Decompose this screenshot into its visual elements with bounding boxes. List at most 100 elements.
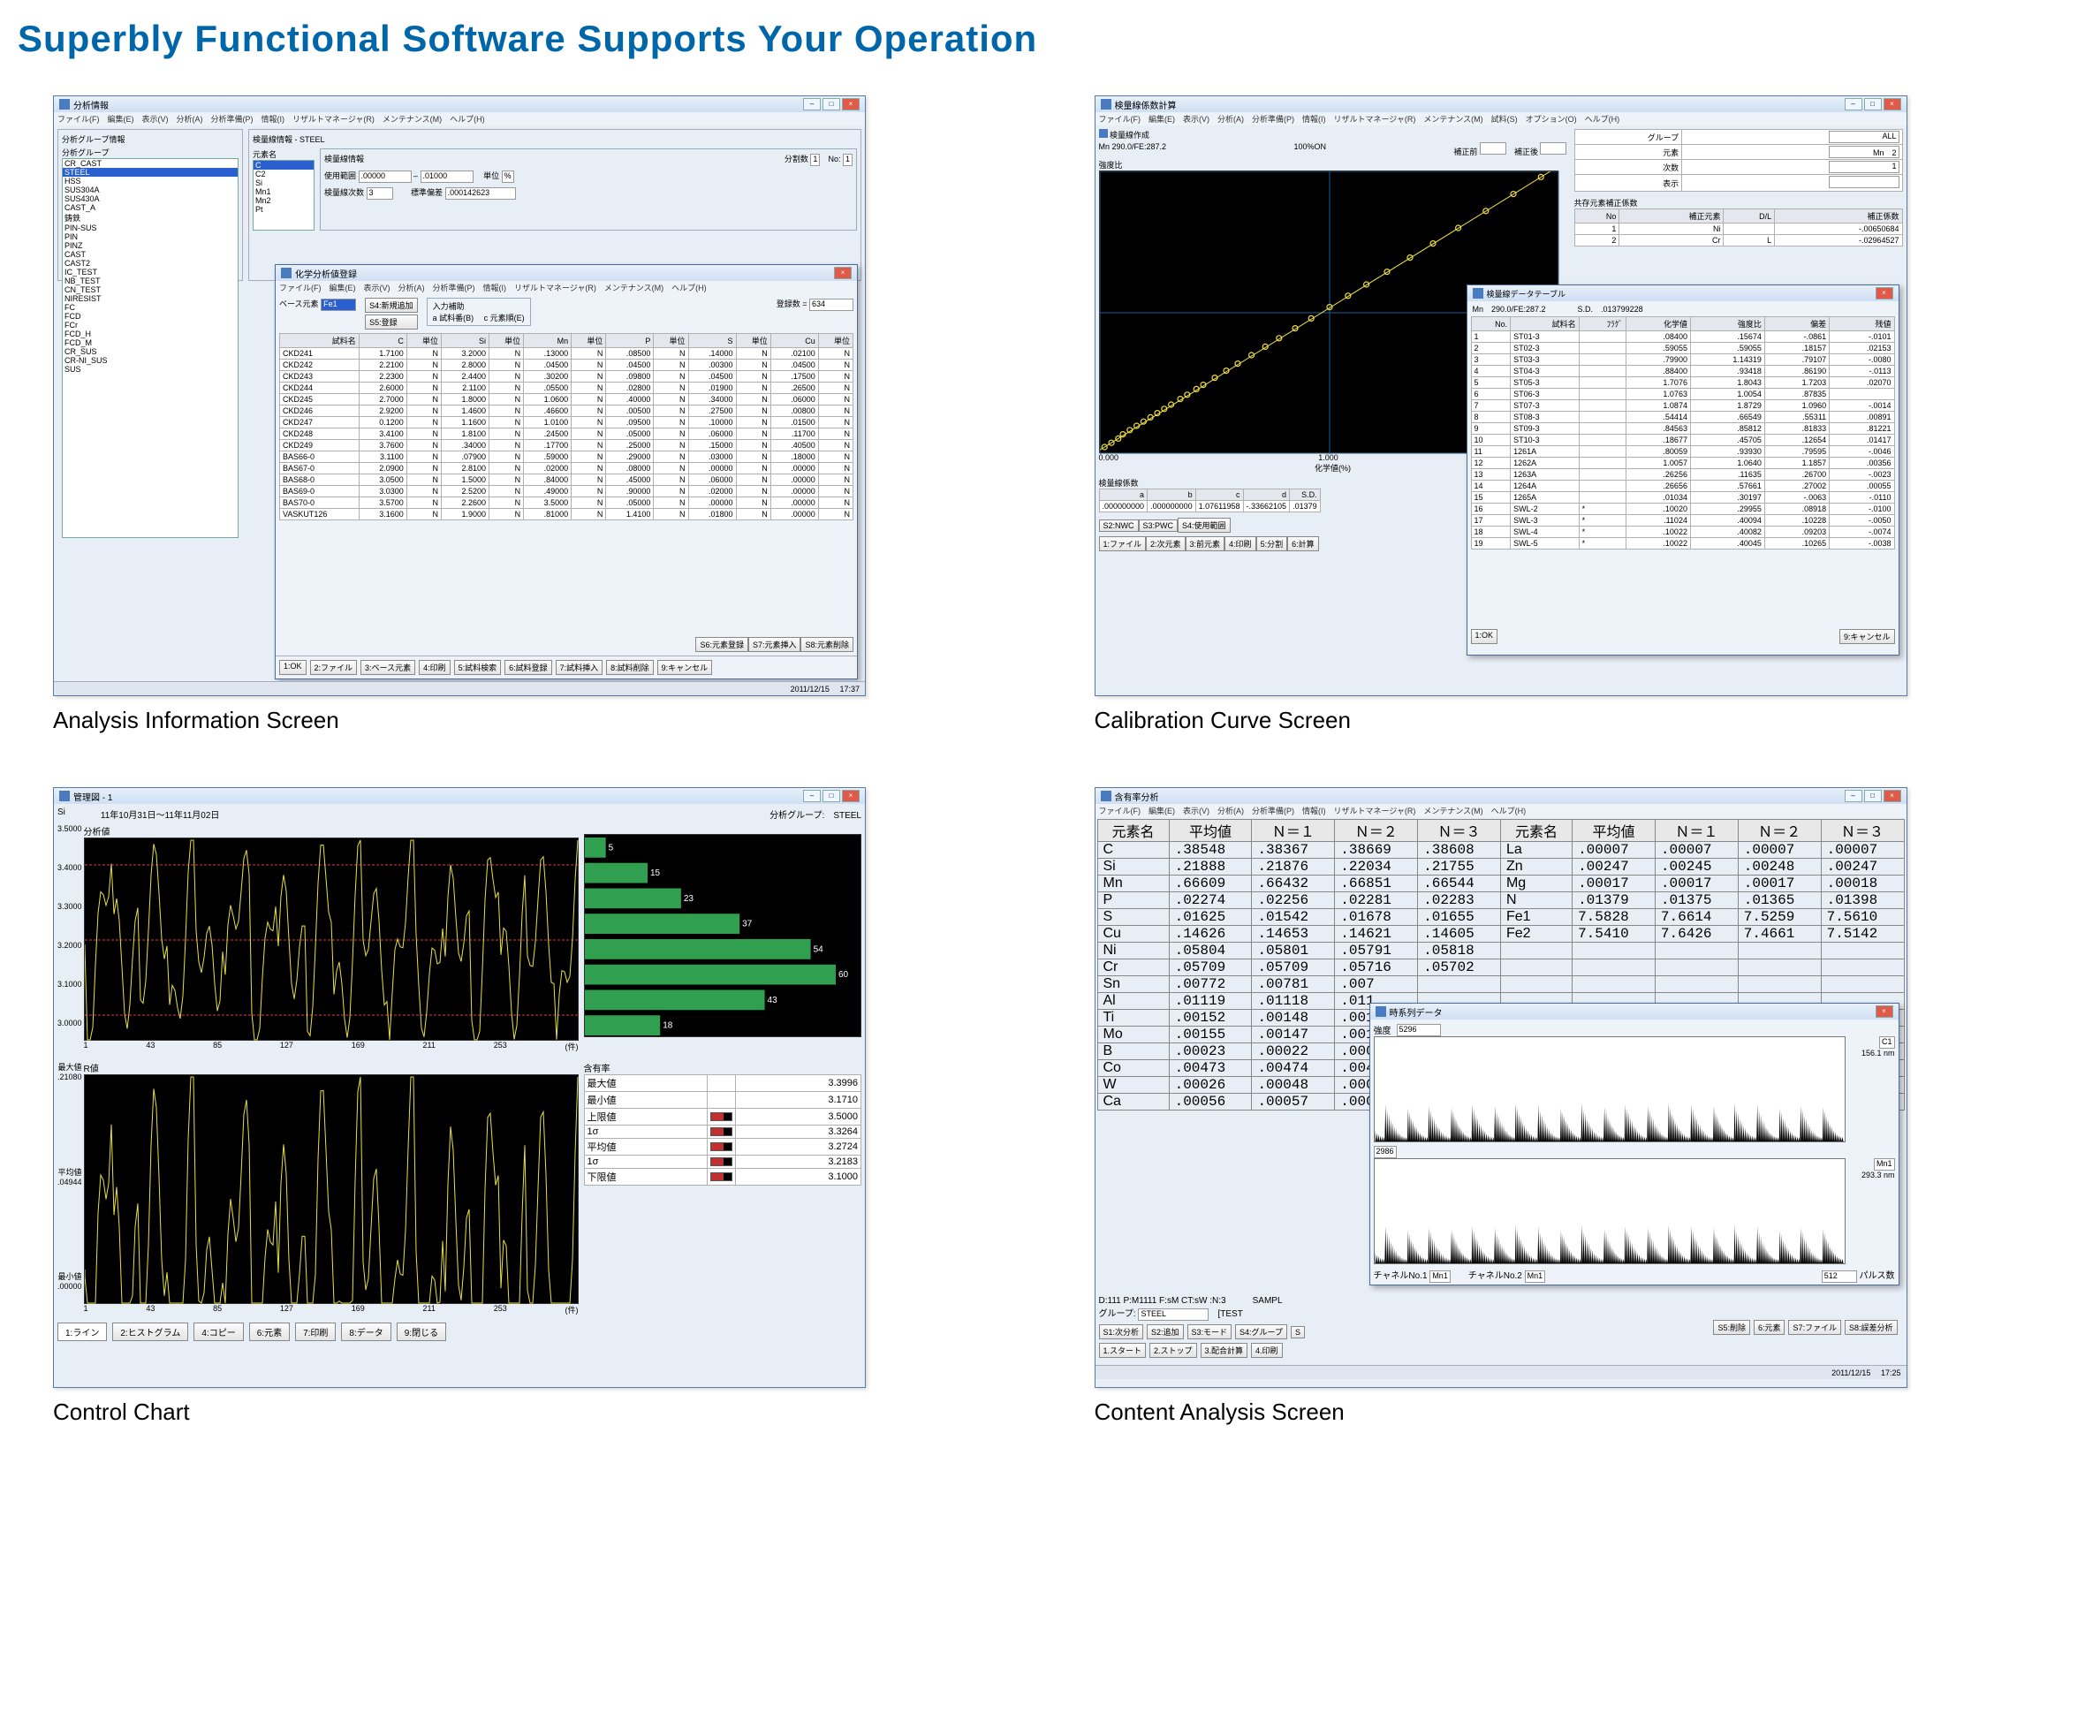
ca-button[interactable]: 6:元素 [1754,1320,1785,1335]
ca-button[interactable]: 1.スタート [1099,1343,1147,1358]
group-item[interactable]: CR_CAST [63,159,238,168]
group-item[interactable]: IC_TEST [63,268,238,277]
group-listbox[interactable]: CR_CASTSTEELHSSSUS304ASUS430ACAST_A鋳鉄PIN… [62,158,239,538]
side-elem-field[interactable]: Mn 2 [1829,146,1899,158]
group-item[interactable]: FC [63,303,238,312]
ca-button[interactable]: 2.ストップ [1149,1343,1197,1358]
cal-data-table[interactable]: No.試料名ﾌﾗｸﾞ化学値強度比偏差残値1ST01-3.08400.15674-… [1471,316,1895,550]
group-item[interactable]: SUS304A [63,186,238,194]
element-item[interactable]: Mn1 [254,187,314,196]
s5-reg-button[interactable]: S5:登録 [365,315,418,330]
bottom-button[interactable]: 3:前元素 [1186,536,1225,551]
cc-button[interactable]: 1:ライン [57,1323,107,1341]
group-item[interactable]: STEEL [63,168,238,177]
s4-new-button[interactable]: S4:新規追加 [365,298,418,313]
footer-button[interactable]: 9:キャンセル [657,660,713,675]
group-item[interactable]: FCD [63,312,238,321]
cc-button[interactable]: 2:ヒストグラム [112,1323,188,1341]
ca-button[interactable]: 4.印刷 [1251,1343,1283,1358]
close-button[interactable]: × [1876,287,1893,299]
no-field[interactable]: 1 [843,154,853,166]
bottom-button[interactable]: S3:PWC [1139,519,1179,532]
group-item[interactable]: CR-NI_SUS [63,356,238,365]
min-button[interactable]: – [1845,98,1862,110]
min-button[interactable]: – [1845,790,1862,802]
footer-button[interactable]: 1:OK [279,660,307,675]
group-item[interactable]: PIN-SUS [63,224,238,232]
group-item[interactable]: SUS430A [63,194,238,203]
menubar[interactable]: ファイル(F) 編集(E) 表示(V) 分析(A) 分析準備(P) 情報(I) … [1095,112,1907,125]
close-button[interactable]: × [1884,790,1901,802]
unit-field[interactable]: % [502,171,514,183]
footer-button[interactable]: 5:試料検索 [454,660,502,675]
element-listbox[interactable]: CC2SiMn1Mn2Pt [253,160,315,231]
ca-button[interactable]: 3.配合計算 [1201,1343,1248,1358]
menubar[interactable]: ファイル(F) 編集(E) 表示(V) 分析(A) 分析準備(P) 情報(I) … [54,112,865,125]
bottom-button[interactable]: 5:分割 [1256,536,1288,551]
ca-button[interactable]: S1:次分析 [1099,1324,1144,1339]
cc-button[interactable]: 6:元素 [249,1323,290,1341]
footer-button[interactable]: 4:印刷 [419,660,451,675]
element-item[interactable]: C2 [254,170,314,178]
range-hi-field[interactable]: .01000 [421,171,474,183]
footer-button[interactable]: 6:試料登録 [504,660,552,675]
range-lo-field[interactable]: .00000 [359,171,412,183]
cc-button[interactable]: 9:閉じる [397,1323,446,1341]
cc-button[interactable]: 7:印刷 [295,1323,336,1341]
ca-button[interactable]: S [1291,1326,1305,1338]
bottom-button[interactable]: S2:NWC [1099,519,1139,532]
group-item[interactable]: FCD_M [63,338,238,347]
max-button[interactable]: □ [823,790,840,802]
footer-button[interactable]: 8:試料削除 [606,660,654,675]
group-item[interactable]: CN_TEST [63,285,238,294]
order-field[interactable]: 1 [810,154,820,166]
close-button[interactable]: × [842,98,860,110]
ch1-field[interactable]: Mn1 [1429,1270,1451,1283]
footer-button[interactable]: 3:ベース元素 [360,660,415,675]
element-item[interactable]: C [254,161,314,170]
group-item[interactable]: FCD_H [63,330,238,338]
group-item[interactable]: NB_TEST [63,277,238,285]
element-item[interactable]: Pt [254,205,314,214]
bottom-button[interactable]: 6:計算 [1287,536,1319,551]
group-item[interactable]: PINZ [63,241,238,250]
group-item[interactable]: CAST [63,250,238,259]
ca-button[interactable]: S7:ファイル [1788,1320,1841,1335]
side-ord-field[interactable]: 1 [1829,161,1899,173]
footer-button[interactable]: 2:ファイル [310,660,358,675]
ca-button[interactable]: S4:グループ [1235,1324,1287,1339]
bottom-button[interactable]: 4:印刷 [1224,536,1256,551]
ch2-field[interactable]: Mn1 [1525,1270,1546,1283]
inp-b[interactable]: c 元素順(E) [484,314,525,322]
group-item[interactable]: PIN [63,232,238,241]
cc-button[interactable]: 8:データ [341,1323,390,1341]
max-button[interactable]: □ [1864,98,1882,110]
popup-foot-button[interactable]: 9:キャンセル [1839,629,1895,644]
element-item[interactable]: Si [254,178,314,187]
seq-field[interactable]: 3 [367,187,393,200]
close-button[interactable]: × [1884,98,1901,110]
menubar[interactable]: ファイル(F) 編集(E) 表示(V) 分析(A) 分析準備(P) 情報(I) … [1095,804,1907,817]
sub-menubar[interactable]: ファイル(F) 編集(E) 表示(V) 分析(A) 分析準備(P) 情報(I) … [276,281,857,294]
bottom-button[interactable]: 2:次元素 [1146,536,1186,551]
bottom-button[interactable]: 1:ファイル [1099,536,1147,551]
group-item[interactable]: CAST_A [63,203,238,212]
min-button[interactable]: – [803,98,821,110]
group-item[interactable]: 鋳鉄 [63,212,238,224]
group-item[interactable]: SUS [63,365,238,374]
max-button[interactable]: □ [823,98,840,110]
side-group-field[interactable]: ALL [1829,131,1899,143]
ca-button[interactable]: S8:誤差分析 [1845,1320,1898,1335]
ca-grp-field[interactable]: STEEL [1138,1308,1209,1321]
base-element-field[interactable]: Fe1 [321,299,356,311]
footer-button[interactable]: S7:元素挿入 [748,637,801,652]
max-button[interactable]: □ [1864,790,1882,802]
ca-button[interactable]: S2:追加 [1147,1324,1184,1339]
popup-foot-button[interactable]: 1:OK [1471,629,1498,644]
cc-button[interactable]: 4:コピー [193,1323,243,1341]
min-button[interactable]: – [803,790,821,802]
side-disp-field[interactable] [1829,176,1899,188]
close-button[interactable]: × [834,267,852,279]
group-item[interactable]: NIRESIST [63,294,238,303]
element-item[interactable]: Mn2 [254,196,314,205]
